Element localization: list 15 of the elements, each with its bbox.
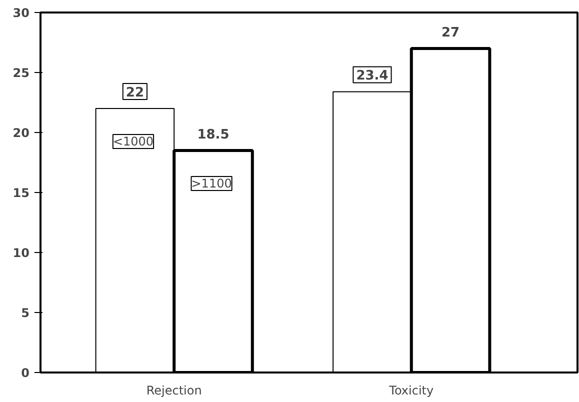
data-label: 22 bbox=[126, 86, 144, 100]
y-tick-label: 0 bbox=[21, 366, 30, 380]
x-tick-label: Rejection bbox=[146, 384, 202, 398]
data-label: 23.4 bbox=[356, 68, 388, 84]
series-label: <1000 bbox=[112, 134, 154, 148]
data-label: 27 bbox=[442, 26, 460, 40]
y-tick-label: 5 bbox=[21, 306, 30, 320]
y-tick-label: 15 bbox=[12, 186, 30, 200]
x-tick-label: Toxicity bbox=[388, 384, 434, 398]
data-label: 18.5 bbox=[197, 128, 230, 142]
y-tick-label: 25 bbox=[12, 66, 30, 80]
series-label: >1100 bbox=[191, 176, 232, 190]
y-tick-label: 10 bbox=[12, 246, 30, 260]
y-tick-label: 20 bbox=[12, 126, 30, 140]
y-tick-label: 30 bbox=[12, 6, 30, 20]
